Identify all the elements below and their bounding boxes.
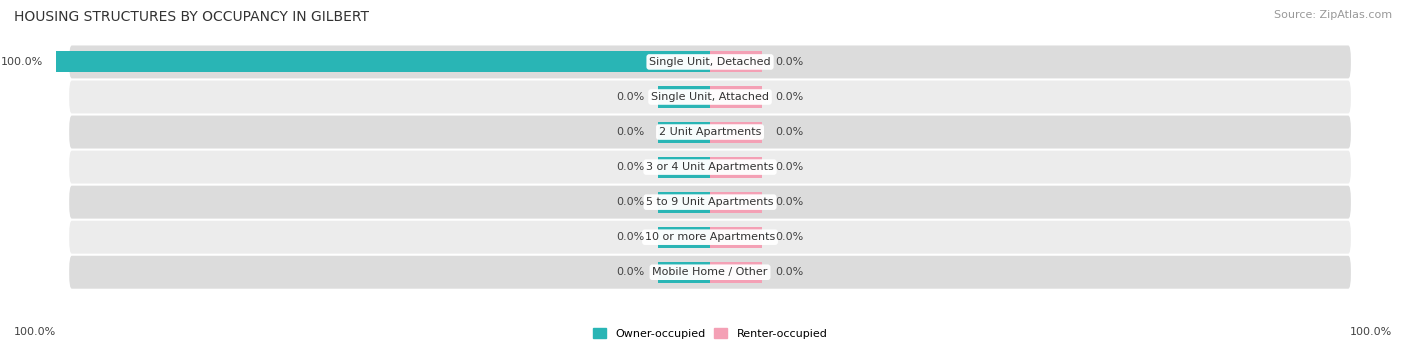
Bar	[710, 121, 762, 143]
Text: 0.0%: 0.0%	[776, 232, 804, 242]
Text: 5 to 9 Unit Apartments: 5 to 9 Unit Apartments	[647, 197, 773, 207]
Text: 0.0%: 0.0%	[616, 127, 644, 137]
Text: 3 or 4 Unit Apartments: 3 or 4 Unit Apartments	[647, 162, 773, 172]
Text: 0.0%: 0.0%	[616, 267, 644, 277]
Text: 0.0%: 0.0%	[776, 197, 804, 207]
FancyBboxPatch shape	[69, 151, 1351, 183]
Legend: Owner-occupied, Renter-occupied: Owner-occupied, Renter-occupied	[588, 324, 832, 341]
Bar	[710, 262, 762, 283]
Bar	[710, 51, 762, 73]
FancyBboxPatch shape	[69, 221, 1351, 254]
Text: 0.0%: 0.0%	[776, 127, 804, 137]
Text: Single Unit, Attached: Single Unit, Attached	[651, 92, 769, 102]
FancyBboxPatch shape	[69, 186, 1351, 219]
Text: 0.0%: 0.0%	[776, 162, 804, 172]
FancyBboxPatch shape	[69, 256, 1351, 289]
Text: Single Unit, Detached: Single Unit, Detached	[650, 57, 770, 67]
Bar	[658, 262, 710, 283]
Text: 0.0%: 0.0%	[776, 267, 804, 277]
Text: 100.0%: 100.0%	[14, 327, 56, 337]
Bar	[56, 51, 710, 73]
Text: 0.0%: 0.0%	[616, 232, 644, 242]
Text: 0.0%: 0.0%	[616, 197, 644, 207]
Bar	[710, 227, 762, 248]
Bar	[658, 157, 710, 178]
Text: Mobile Home / Other: Mobile Home / Other	[652, 267, 768, 277]
Bar	[658, 227, 710, 248]
Text: Source: ZipAtlas.com: Source: ZipAtlas.com	[1274, 10, 1392, 20]
FancyBboxPatch shape	[69, 45, 1351, 78]
FancyBboxPatch shape	[69, 80, 1351, 114]
Text: 100.0%: 100.0%	[1350, 327, 1392, 337]
Bar	[658, 87, 710, 107]
Text: 0.0%: 0.0%	[616, 162, 644, 172]
Text: 0.0%: 0.0%	[776, 92, 804, 102]
Text: 100.0%: 100.0%	[1, 57, 44, 67]
Text: 2 Unit Apartments: 2 Unit Apartments	[659, 127, 761, 137]
Bar	[710, 87, 762, 107]
Bar	[658, 121, 710, 143]
Text: 0.0%: 0.0%	[776, 57, 804, 67]
Text: 0.0%: 0.0%	[616, 92, 644, 102]
Bar	[710, 157, 762, 178]
FancyBboxPatch shape	[69, 116, 1351, 149]
Bar	[658, 192, 710, 213]
Bar	[710, 192, 762, 213]
Text: HOUSING STRUCTURES BY OCCUPANCY IN GILBERT: HOUSING STRUCTURES BY OCCUPANCY IN GILBE…	[14, 10, 368, 24]
Text: 10 or more Apartments: 10 or more Apartments	[645, 232, 775, 242]
